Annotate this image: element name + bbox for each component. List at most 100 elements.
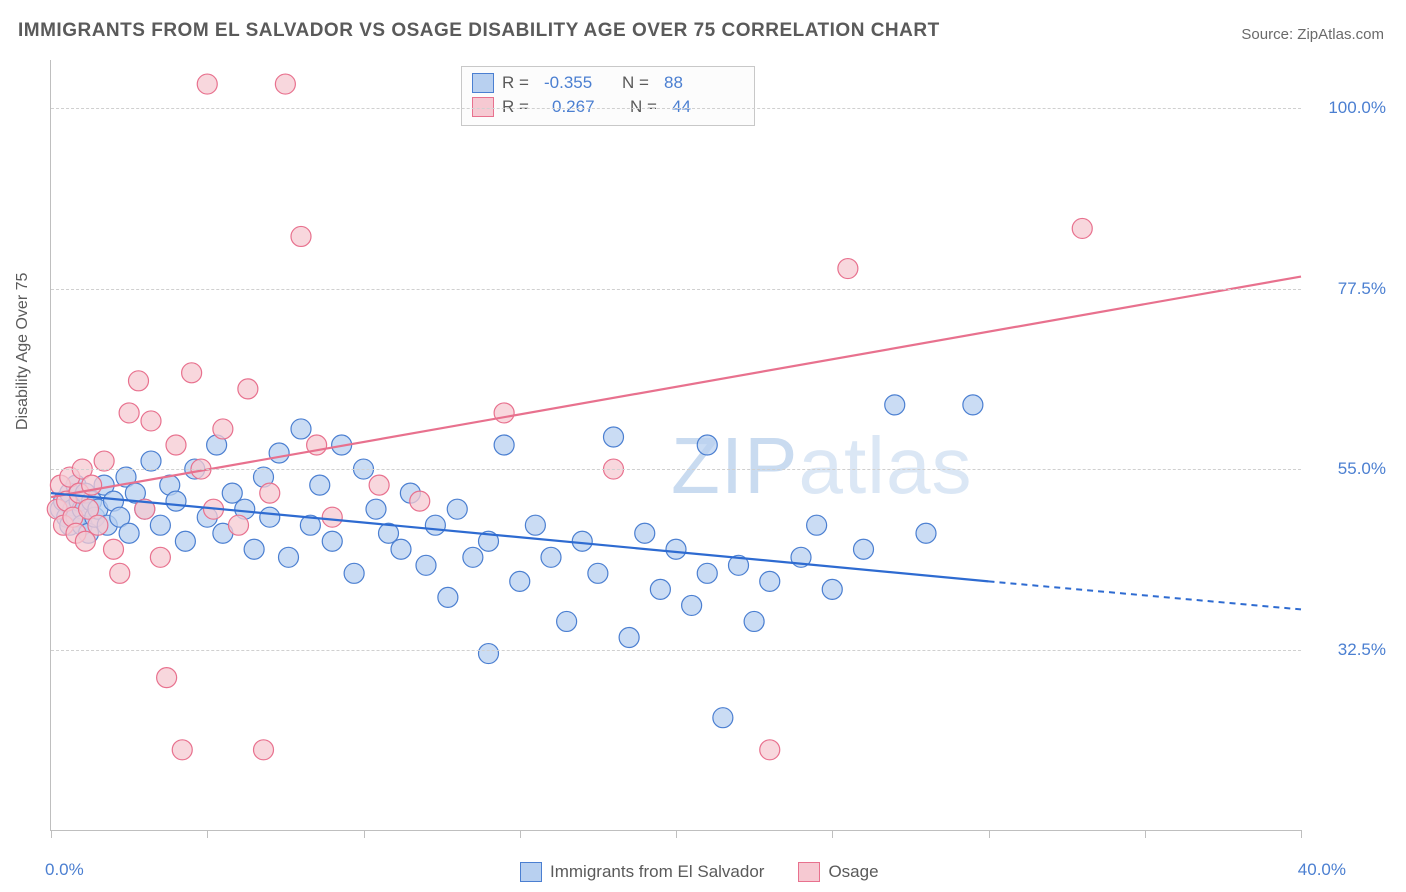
scatter-point: [916, 523, 936, 543]
y-tick-label: 55.0%: [1338, 459, 1386, 479]
legend-item-pink: Osage: [798, 862, 878, 882]
scatter-point: [150, 515, 170, 535]
scatter-point: [279, 547, 299, 567]
scatter-point: [254, 740, 274, 760]
scatter-point: [682, 595, 702, 615]
scatter-point: [885, 395, 905, 415]
plot-area: ZIPatlas R = -0.355 N = 88 R = 0.267 N =…: [50, 60, 1301, 831]
scatter-point: [141, 411, 161, 431]
scatter-point: [697, 435, 717, 455]
swatch-pink-icon: [472, 97, 494, 117]
scatter-point: [425, 515, 445, 535]
scatter-point: [182, 363, 202, 383]
scatter-point: [510, 571, 530, 591]
scatter-point: [1072, 218, 1092, 238]
n-value: 44: [672, 97, 742, 117]
r-label: R =: [502, 97, 536, 117]
scatter-point: [494, 435, 514, 455]
scatter-point: [807, 515, 827, 535]
x-max-label: 40.0%: [1298, 860, 1346, 880]
n-value: 88: [664, 73, 734, 93]
scatter-point: [291, 226, 311, 246]
scatter-point: [744, 611, 764, 631]
scatter-point: [129, 371, 149, 391]
scatter-point: [344, 563, 364, 583]
scatter-point: [166, 491, 186, 511]
scatter-point: [366, 499, 386, 519]
scatter-point: [416, 555, 436, 575]
legend-item-blue: Immigrants from El Salvador: [520, 862, 764, 882]
x-min-label: 0.0%: [45, 860, 84, 880]
scatter-point: [322, 531, 342, 551]
scatter-point: [479, 644, 499, 664]
legend-label: Immigrants from El Salvador: [550, 862, 764, 882]
scatter-point: [713, 708, 733, 728]
trendline-blue-extrapolated: [989, 581, 1302, 609]
scatter-point: [110, 563, 130, 583]
x-tick: [989, 830, 990, 838]
scatter-point: [119, 523, 139, 543]
scatter-point: [244, 539, 264, 559]
scatter-point: [166, 435, 186, 455]
scatter-point: [291, 419, 311, 439]
gridline: [51, 289, 1301, 290]
scatter-point: [619, 628, 639, 648]
scatter-point: [854, 539, 874, 559]
scatter-point: [369, 475, 389, 495]
source-link[interactable]: ZipAtlas.com: [1297, 26, 1384, 43]
x-tick: [520, 830, 521, 838]
chart-title: IMMIGRANTS FROM EL SALVADOR VS OSAGE DIS…: [18, 20, 940, 42]
scatter-point: [175, 531, 195, 551]
scatter-point: [541, 547, 561, 567]
scatter-point: [438, 587, 458, 607]
scatter-point: [697, 563, 717, 583]
scatter-point: [635, 523, 655, 543]
scatter-point: [447, 499, 467, 519]
gridline: [51, 469, 1301, 470]
n-label: N =: [630, 97, 664, 117]
n-label: N =: [622, 73, 656, 93]
gridline: [51, 650, 1301, 651]
x-tick: [1301, 830, 1302, 838]
x-tick: [364, 830, 365, 838]
scatter-point: [463, 547, 483, 567]
swatch-pink-icon: [798, 862, 820, 882]
scatter-point: [572, 531, 592, 551]
source-prefix: Source:: [1241, 26, 1297, 43]
stats-legend: R = -0.355 N = 88 R = 0.267 N = 44: [461, 66, 755, 126]
scatter-point: [822, 579, 842, 599]
scatter-point: [238, 379, 258, 399]
scatter-point: [391, 539, 411, 559]
scatter-point: [141, 451, 161, 471]
scatter-point: [322, 507, 342, 527]
bottom-legend: Immigrants from El Salvador Osage: [520, 862, 879, 882]
scatter-point: [604, 427, 624, 447]
x-tick: [51, 830, 52, 838]
y-tick-label: 100.0%: [1328, 98, 1386, 118]
scatter-point: [213, 419, 233, 439]
scatter-point: [410, 491, 430, 511]
y-tick-label: 77.5%: [1338, 279, 1386, 299]
scatter-point: [104, 539, 124, 559]
scatter-point: [588, 563, 608, 583]
gridline: [51, 108, 1301, 109]
scatter-point: [666, 539, 686, 559]
scatter-point: [963, 395, 983, 415]
scatter-point: [197, 74, 217, 94]
x-tick: [207, 830, 208, 838]
legend-label: Osage: [828, 862, 878, 882]
scatter-point: [260, 483, 280, 503]
scatter-point: [557, 611, 577, 631]
scatter-point: [88, 515, 108, 535]
x-tick: [1145, 830, 1146, 838]
scatter-point: [119, 403, 139, 423]
scatter-point: [310, 475, 330, 495]
y-tick-label: 32.5%: [1338, 640, 1386, 660]
scatter-point: [760, 740, 780, 760]
scatter-point: [760, 571, 780, 591]
scatter-point: [94, 451, 114, 471]
x-tick: [676, 830, 677, 838]
chart-svg: [51, 60, 1301, 830]
scatter-point: [275, 74, 295, 94]
scatter-point: [269, 443, 289, 463]
